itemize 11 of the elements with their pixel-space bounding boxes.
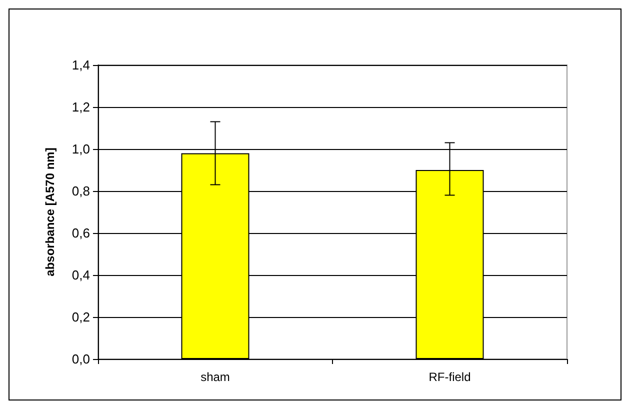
- x-tick-label: sham: [200, 370, 230, 384]
- y-tick-label: 0,8: [72, 184, 90, 198]
- y-tick-label: 1,4: [72, 58, 90, 72]
- y-tick-label: 0,4: [72, 268, 90, 282]
- x-tick-label: RF-field: [428, 370, 471, 384]
- y-tick-label: 1,2: [72, 100, 90, 114]
- y-tick-label: 0,0: [72, 352, 90, 366]
- y-tick-label: 0,2: [72, 310, 90, 324]
- y-axis-title: absorbance [A570 nm]: [43, 148, 57, 276]
- y-tick-label: 1,0: [72, 142, 90, 156]
- y-tick-label: 0,6: [72, 226, 90, 240]
